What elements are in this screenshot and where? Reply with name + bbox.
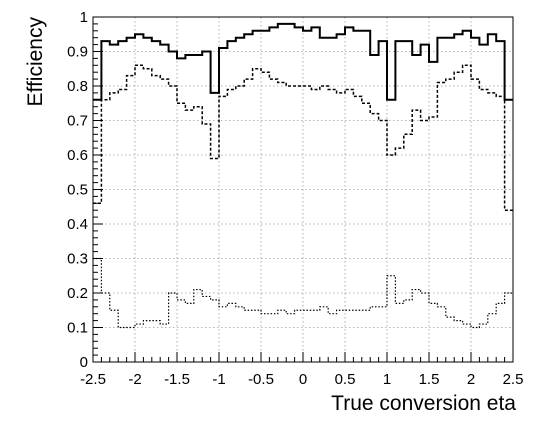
y-tick-label: 0.6 — [67, 147, 88, 164]
y-tick-label: 1 — [80, 9, 88, 26]
x-tick-label: -1.5 — [164, 371, 190, 388]
x-tick-label: 2 — [467, 371, 475, 388]
x-tick-label: 1.5 — [419, 371, 440, 388]
y-tick-label: 0.8 — [67, 78, 88, 95]
x-tick-label: -0.5 — [248, 371, 274, 388]
x-tick-label: 0 — [299, 371, 307, 388]
x-tick-label: -2 — [128, 371, 141, 388]
series-dotted — [93, 257, 513, 329]
axes — [92, 16, 514, 363]
y-tick-label: 0.9 — [67, 44, 88, 61]
y-tick-label: 0.7 — [67, 113, 88, 130]
x-tick-label: -2.5 — [80, 371, 106, 388]
series-dashed — [93, 64, 513, 211]
x-axis-title: True conversion eta — [331, 392, 516, 415]
y-tick-label: 0.2 — [67, 285, 88, 302]
y-tick-label: 0.1 — [67, 320, 88, 337]
x-tick-label: -1 — [212, 371, 225, 388]
y-tick-label: 0.5 — [67, 182, 88, 199]
y-tick-label: 0.4 — [67, 216, 88, 233]
series-layer — [93, 22, 513, 329]
y-axis-title: Efficiency — [24, 17, 47, 107]
y-tick-label: 0.3 — [67, 251, 88, 268]
x-tick-label: 0.5 — [335, 371, 356, 388]
x-tick-label: 2.5 — [503, 371, 524, 388]
y-tick-label: 0 — [80, 354, 88, 371]
x-tick-label: 1 — [383, 371, 391, 388]
series-solid — [93, 22, 513, 101]
tick-labels: -2.5 -2 -1.5 -1 -0.5 0 0.5 1 1.5 2 2.5 0 0.1 0.2 0.3 0.… — [67, 9, 523, 388]
